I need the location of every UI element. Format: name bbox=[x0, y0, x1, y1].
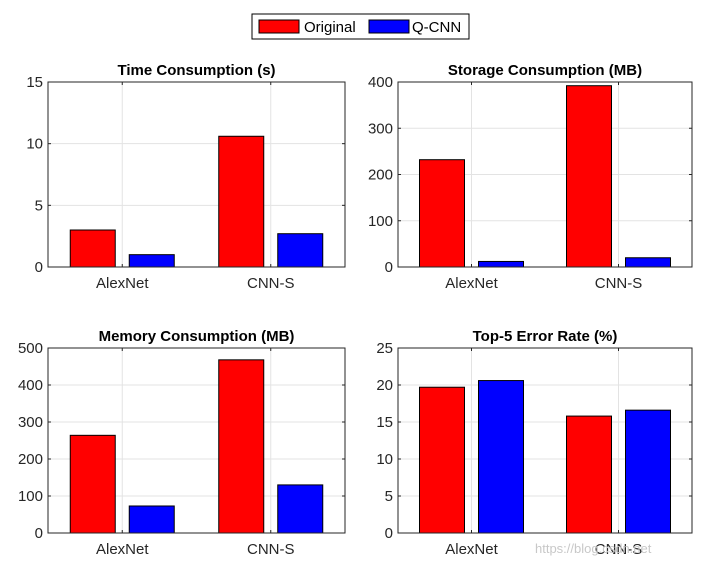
x-tick-label: CNN-S bbox=[595, 541, 643, 558]
x-tick-label: AlexNet bbox=[96, 275, 149, 292]
y-tick-label: 0 bbox=[385, 259, 393, 276]
chart-panel: 0 5 10 15 20 25 AlexNet CNN-S Top-5 Error Rate (… bbox=[376, 328, 693, 558]
y-tick-label: 200 bbox=[368, 167, 393, 184]
y-tick-label: 200 bbox=[18, 451, 43, 468]
y-tick-label: 10 bbox=[26, 136, 43, 153]
bar bbox=[419, 159, 465, 268]
y-tick-label: 400 bbox=[368, 74, 393, 91]
bar bbox=[566, 415, 612, 534]
bar bbox=[419, 386, 465, 534]
chart-title: Top-5 Error Rate (%) bbox=[473, 328, 618, 345]
chart-panel: 0 100 200 300 400 AlexNet CNN-S Storage Consump… bbox=[368, 62, 693, 292]
y-tick-label: 15 bbox=[26, 74, 43, 91]
bar bbox=[218, 359, 265, 534]
legend-swatch bbox=[368, 19, 410, 34]
legend-label: Q-CNN bbox=[412, 19, 461, 36]
x-tick-label: AlexNet bbox=[96, 541, 149, 558]
bar bbox=[128, 254, 175, 268]
legend-label: Original bbox=[304, 19, 356, 36]
bar bbox=[277, 484, 324, 534]
legend-swatch bbox=[258, 19, 300, 34]
y-tick-label: 0 bbox=[35, 259, 43, 276]
y-tick-label: 500 bbox=[18, 340, 43, 357]
chart-panel: 0 100 200 300 400 500 AlexNet CNN-S Memory Consu… bbox=[18, 328, 346, 558]
y-tick-label: 20 bbox=[376, 377, 393, 394]
x-tick-label: CNN-S bbox=[595, 275, 643, 292]
axes-box bbox=[47, 347, 346, 534]
bar bbox=[218, 135, 265, 268]
y-tick-label: 100 bbox=[368, 213, 393, 230]
x-tick-label: CNN-S bbox=[247, 275, 295, 292]
bar bbox=[277, 233, 324, 268]
bar bbox=[69, 229, 116, 268]
chart-title: Memory Consumption (MB) bbox=[99, 328, 295, 345]
y-tick-label: 400 bbox=[18, 377, 43, 394]
bar bbox=[625, 409, 671, 534]
x-tick-label: AlexNet bbox=[445, 541, 498, 558]
bar bbox=[128, 505, 175, 534]
watermark: https://blog.csdn.net bbox=[535, 541, 652, 556]
y-tick-label: 300 bbox=[368, 120, 393, 137]
y-tick-label: 15 bbox=[376, 414, 393, 431]
x-tick-label: AlexNet bbox=[445, 275, 498, 292]
bar bbox=[478, 260, 524, 268]
y-tick-label: 25 bbox=[376, 340, 393, 357]
bar bbox=[478, 380, 524, 534]
chart-panel: 0 5 10 15 AlexNet CNN-S Time Consumption (s) bbox=[26, 62, 346, 292]
x-tick-label: CNN-S bbox=[247, 541, 295, 558]
legend: Original Q-CNN bbox=[251, 13, 470, 40]
bar bbox=[566, 85, 612, 268]
y-tick-label: 300 bbox=[18, 414, 43, 431]
axes-box bbox=[397, 347, 693, 534]
y-tick-label: 100 bbox=[18, 488, 43, 505]
y-tick-label: 10 bbox=[376, 451, 393, 468]
y-tick-label: 5 bbox=[35, 197, 43, 214]
y-tick-label: 0 bbox=[35, 525, 43, 542]
y-tick-label: 5 bbox=[385, 488, 393, 505]
y-tick-label: 0 bbox=[385, 525, 393, 542]
bar bbox=[625, 257, 671, 268]
bar bbox=[69, 434, 116, 534]
chart-title: Storage Consumption (MB) bbox=[448, 62, 642, 79]
chart-title: Time Consumption (s) bbox=[117, 62, 275, 79]
axes-box bbox=[47, 81, 346, 268]
